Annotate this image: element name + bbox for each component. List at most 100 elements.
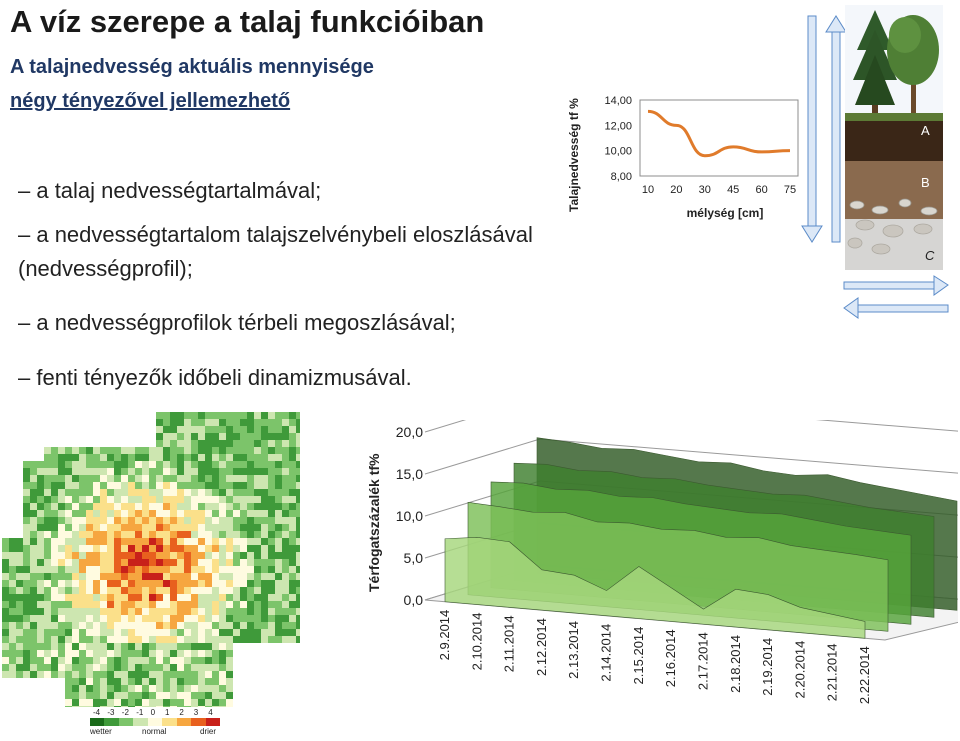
map-cell (72, 524, 79, 531)
map-cell (44, 671, 51, 678)
map-cell (107, 482, 114, 489)
map-cell (142, 468, 149, 475)
map-cell (261, 461, 268, 468)
map-cell (289, 608, 296, 615)
map-cell (58, 531, 65, 538)
map-cell (44, 461, 51, 468)
legend-swatch (205, 718, 220, 726)
map-cell (226, 622, 233, 629)
map-cell (9, 629, 16, 636)
map-cell (114, 475, 121, 482)
map-cell (86, 531, 93, 538)
map-cell (289, 636, 296, 643)
map-cell (114, 580, 121, 587)
map-cell (289, 412, 296, 419)
map-cell (268, 531, 275, 538)
map-cell (219, 706, 226, 707)
map-cell (156, 657, 163, 664)
map-cell (296, 573, 300, 580)
map-cell (261, 601, 268, 608)
map-cell (198, 657, 205, 664)
map-cell (289, 531, 296, 538)
map-cell (107, 671, 114, 678)
map-cell (296, 433, 300, 440)
map-cell (51, 622, 58, 629)
map-cell (51, 566, 58, 573)
map-cell (254, 538, 261, 545)
map-cell (226, 601, 233, 608)
map-cell (240, 524, 247, 531)
map-cell (149, 517, 156, 524)
map-cell (205, 538, 212, 545)
map-cell (184, 454, 191, 461)
map-cell (149, 699, 156, 706)
map-cell (23, 559, 30, 566)
profile-x-axis-label: mélység [cm] (687, 206, 764, 220)
map-cell (268, 447, 275, 454)
map-cell (23, 622, 30, 629)
map-cell (100, 685, 107, 692)
map-cell (30, 657, 37, 664)
map-cell (191, 545, 198, 552)
map-cell (114, 692, 121, 699)
map-cell (51, 482, 58, 489)
map-cell (219, 615, 226, 622)
map-cell (9, 608, 16, 615)
map-cell (212, 601, 219, 608)
map-cell (23, 650, 30, 657)
map-cell (170, 636, 177, 643)
map-cell (121, 699, 128, 706)
map-cell (79, 482, 86, 489)
map-cell (37, 622, 44, 629)
map-cell (100, 636, 107, 643)
map-cell (275, 566, 282, 573)
map-cell (65, 566, 72, 573)
area-x-tick-label: 2.18.2014 (728, 635, 743, 693)
map-cell (107, 692, 114, 699)
map-cell (177, 482, 184, 489)
map-cell (37, 482, 44, 489)
map-cell (156, 580, 163, 587)
downward-arrow (801, 15, 823, 243)
map-cell (37, 552, 44, 559)
map-cell (86, 447, 93, 454)
map-cell (289, 545, 296, 552)
map-cell (156, 559, 163, 566)
map-cell (44, 559, 51, 566)
map-cell (233, 517, 240, 524)
map-cell (100, 699, 107, 706)
map-cell (282, 489, 289, 496)
map-cell (177, 475, 184, 482)
map-cell (79, 475, 86, 482)
map-cell (65, 636, 72, 643)
map-cell (93, 489, 100, 496)
map-cell (219, 636, 226, 643)
map-cell (184, 538, 191, 545)
map-cell (254, 489, 261, 496)
map-cell (30, 545, 37, 552)
map-cell (275, 440, 282, 447)
map-cell (205, 545, 212, 552)
map-cell (198, 671, 205, 678)
subtitle-line-1: A talajnedvesség aktuális mennyisége (10, 56, 374, 78)
area-x-tick-label: 2.22.2014 (857, 646, 872, 704)
map-cell (275, 496, 282, 503)
map-cell (198, 615, 205, 622)
map-cell (268, 475, 275, 482)
map-cell (233, 531, 240, 538)
map-cell (268, 608, 275, 615)
map-cell (142, 608, 149, 615)
map-cell (100, 587, 107, 594)
map-cell (163, 566, 170, 573)
map-cell (282, 636, 289, 643)
map-cell (79, 706, 86, 707)
map-cell (233, 440, 240, 447)
map-cell (100, 545, 107, 552)
map-cell (72, 622, 79, 629)
map-cell (135, 685, 142, 692)
map-cell (107, 566, 114, 573)
map-cell (254, 608, 261, 615)
map-cell (2, 559, 9, 566)
map-cell (268, 496, 275, 503)
map-cell (79, 580, 86, 587)
